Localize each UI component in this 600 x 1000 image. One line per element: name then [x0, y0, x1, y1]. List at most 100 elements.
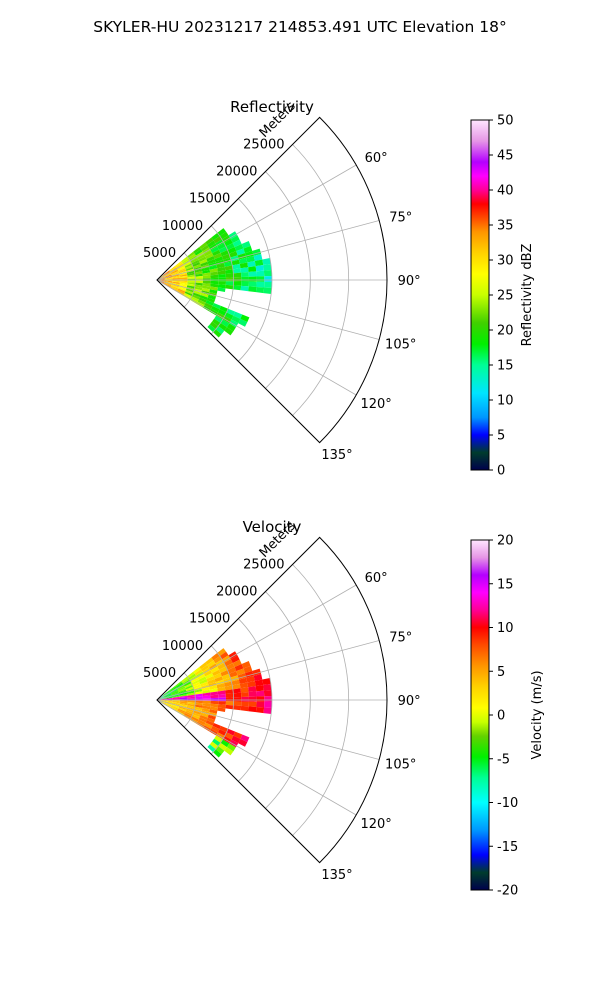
- data-cell: [210, 277, 219, 282]
- data-cell: [224, 659, 233, 667]
- data-cell: [205, 237, 214, 245]
- colorbar-tick-label: 0: [497, 709, 505, 724]
- data-cell: [164, 700, 173, 703]
- data-cell: [164, 277, 173, 279]
- data-cell: [199, 294, 208, 301]
- data-cell: [233, 285, 242, 291]
- data-cell: [187, 703, 196, 707]
- data-cell: [230, 655, 240, 664]
- radial-tick-label: 5000: [143, 246, 176, 261]
- data-cell: [248, 696, 257, 702]
- data-cell: [200, 244, 210, 252]
- data-cell: [164, 698, 173, 700]
- data-cell: [223, 261, 233, 267]
- data-cell: [201, 687, 210, 692]
- data-cell: [255, 265, 264, 272]
- data-cell: [210, 283, 219, 288]
- data-cell: [195, 695, 203, 699]
- data-cell: [231, 259, 240, 266]
- data-cell: [216, 683, 225, 689]
- data-cell: [170, 286, 178, 291]
- data-cell: [164, 697, 173, 699]
- data-cell: [224, 685, 233, 691]
- data-cell: [225, 701, 234, 706]
- data-cell: [198, 717, 207, 723]
- data-cell: [255, 706, 265, 714]
- data-cell: [241, 276, 249, 282]
- data-cell: [218, 273, 226, 278]
- azimuth-spoke: [156, 584, 357, 701]
- data-cell: [171, 274, 180, 278]
- data-cell: [185, 289, 194, 295]
- data-cell: [256, 270, 265, 277]
- data-cell: [187, 702, 196, 705]
- data-cell: [241, 701, 249, 707]
- data-cell: [164, 280, 173, 282]
- data-cell: [199, 242, 208, 250]
- data-cell: [209, 289, 218, 294]
- data-cell: [213, 673, 222, 680]
- data-cell: [164, 282, 172, 286]
- data-cell: [188, 253, 197, 260]
- data-cell: [194, 249, 203, 256]
- data-cell: [199, 714, 208, 721]
- colorbar-tick-label: 45: [497, 149, 514, 164]
- data-cell: [247, 260, 256, 268]
- data-cell: [232, 239, 242, 248]
- data-cell: [206, 297, 215, 303]
- data-cell: [192, 292, 201, 298]
- data-cell: [217, 648, 227, 657]
- data-cell: [226, 308, 236, 316]
- data-cell: [225, 277, 234, 282]
- data-cell: [179, 695, 188, 698]
- data-cell: [195, 280, 203, 284]
- data-cell: [179, 281, 188, 284]
- data-cell: [193, 290, 202, 295]
- data-cell: [209, 706, 218, 711]
- data-cell: [179, 283, 188, 287]
- data-cell: [199, 679, 208, 685]
- data-cell: [224, 327, 234, 336]
- data-cell: [205, 720, 214, 726]
- data-cell: [177, 289, 185, 295]
- data-cell: [225, 693, 234, 698]
- data-cell: [164, 274, 172, 278]
- data-cell: [202, 285, 211, 290]
- reflectivity-title: Reflectivity: [230, 98, 314, 116]
- radial-tick-label: 10000: [162, 639, 203, 654]
- data-cell: [187, 692, 195, 696]
- data-cell: [179, 702, 188, 706]
- data-cell: [184, 291, 193, 297]
- data-cell: [264, 275, 272, 283]
- radial-tick-label: 25000: [243, 137, 284, 152]
- data-cell: [239, 682, 249, 689]
- data-cell: [175, 682, 184, 688]
- data-cell: [198, 256, 207, 263]
- data-cell: [186, 690, 195, 695]
- data-cell: [193, 246, 201, 254]
- data-cell: [194, 268, 203, 273]
- data-cell: [211, 725, 220, 733]
- data-cell: [200, 261, 209, 267]
- data-cell: [218, 322, 227, 331]
- data-cell: [185, 266, 194, 272]
- data-cell: [233, 311, 243, 319]
- data-cell: [185, 288, 194, 293]
- data-cell: [217, 686, 226, 692]
- data-cell: [164, 700, 173, 702]
- data-cell: [219, 666, 228, 674]
- data-cell: [164, 278, 173, 280]
- theta-tick-label: 90°: [398, 694, 421, 709]
- velocity-title: Velocity: [243, 518, 302, 536]
- data-cell: [172, 696, 180, 699]
- data-cell: [183, 261, 192, 267]
- data-cell: [163, 272, 171, 277]
- data-cell: [211, 652, 220, 661]
- data-cell: [171, 694, 180, 698]
- data-cell: [194, 286, 203, 291]
- data-cell: [178, 688, 186, 693]
- data-cell: [233, 277, 242, 282]
- data-cell: [219, 725, 229, 733]
- data-cell: [240, 314, 250, 323]
- data-cell: [209, 265, 218, 270]
